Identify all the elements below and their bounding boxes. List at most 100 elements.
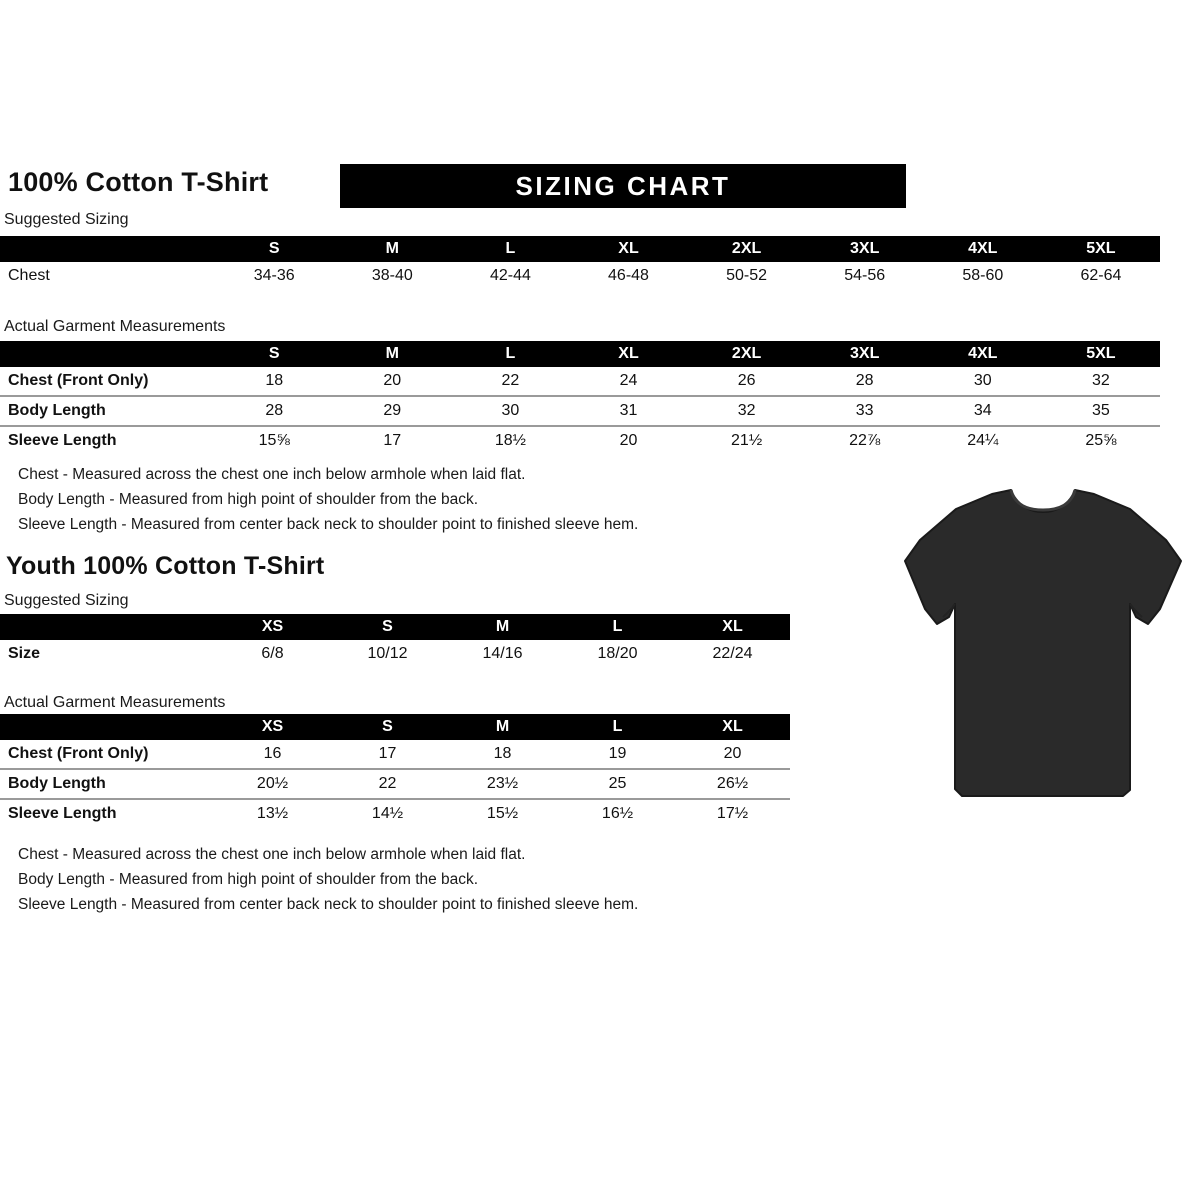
table-row: Body Length 28 29 30 31 32 33 34 35 (0, 395, 1160, 426)
column-header-5xl: 5XL (1086, 240, 1116, 257)
cell-chest-xl: 46-48 (608, 267, 649, 284)
cell-bodylength-s: 28 (215, 395, 334, 426)
adult-suggested-sizing-table: S M L XL 2XL 3XL 4XL 5XL Chest 34-36 38-… (0, 236, 1160, 290)
cell-chestfront-xs: 16 (263, 745, 282, 762)
column-header-corner (0, 714, 215, 740)
column-header-s: S (382, 718, 393, 735)
youth-section-title: Youth 100% Cotton T-Shirt (6, 552, 325, 580)
row-label-chest: Chest (8, 267, 50, 284)
table-header-row: XS S M L XL (0, 714, 790, 740)
row-label-body-length: Body Length (0, 395, 216, 426)
cell-bodylength-l: 25 (560, 768, 675, 799)
youth-suggested-sizing-table: XS S M L XL Size 6/8 10/12 14/16 18/20 2… (0, 614, 790, 668)
column-header-3xl: 3XL (850, 240, 880, 257)
adult-garment-measurements-label: Actual Garment Measurements (4, 318, 226, 335)
table-header-row: XS S M L XL (0, 614, 790, 640)
column-header-l: L (505, 345, 516, 362)
row-label-sleeve-length: Sleeve Length (0, 425, 216, 455)
cell-chestfront-m: 18 (493, 745, 512, 762)
table-row: Chest 34-36 38-40 42-44 46-48 50-52 54-5… (0, 262, 1160, 290)
table-row: Size 6/8 10/12 14/16 18/20 22/24 (0, 640, 790, 668)
cell-chestfront-s: 17 (378, 745, 397, 762)
cell-size-l: 18/20 (597, 645, 638, 662)
cell-bodylength-l: 30 (451, 395, 570, 426)
cell-chestfront-l: 19 (608, 745, 627, 762)
cell-chest-s: 34-36 (253, 267, 295, 284)
cell-bodylength-xl: 26½ (675, 768, 790, 799)
column-header-2xl: 2XL (731, 345, 762, 362)
cell-chestfront-3xl: 28 (855, 372, 874, 389)
column-header-4xl: 4XL (968, 240, 998, 257)
sizing-chart-banner: SIZING CHART (340, 164, 906, 208)
cell-chestfront-5xl: 32 (1092, 372, 1110, 389)
cell-chestfront-s: 18 (265, 372, 284, 389)
column-header-s: S (268, 345, 280, 362)
sizing-chart-banner-label: SIZING CHART (515, 171, 731, 201)
tshirt-icon (904, 489, 1182, 797)
cell-chest-2xl: 50-52 (726, 267, 768, 284)
row-label-size: Size (8, 645, 41, 662)
cell-size-xs: 6/8 (261, 645, 284, 662)
note-body-length: Body Length - Measured from high point o… (18, 871, 479, 888)
column-header-4xl: 4XL (968, 345, 998, 362)
column-header-s: S (382, 618, 393, 635)
cell-sleevelength-3xl: 22⅞ (805, 425, 924, 455)
cell-bodylength-xs: 20½ (215, 768, 330, 799)
column-header-s: S (268, 240, 280, 257)
column-header-2xl: 2XL (731, 240, 762, 257)
cell-bodylength-xl: 31 (569, 395, 688, 426)
cell-chest-m: 38-40 (371, 267, 413, 284)
note-chest: Chest - Measured across the chest one in… (18, 466, 526, 483)
cell-sleevelength-m: 15½ (445, 798, 560, 828)
table-row: Chest (Front Only) 16 17 18 19 20 (0, 740, 790, 769)
cell-chest-3xl: 54-56 (844, 267, 886, 284)
note-chest: Chest - Measured across the chest one in… (18, 846, 526, 863)
row-label-body-length: Body Length (0, 768, 215, 799)
note-sleeve-length: Sleeve Length - Measured from center bac… (18, 516, 639, 533)
cell-chestfront-l: 22 (501, 372, 520, 389)
cell-chestfront-xl: 24 (619, 372, 638, 389)
youth-garment-measurements-label: Actual Garment Measurements (4, 694, 226, 711)
column-header-xl: XL (722, 618, 743, 635)
note-body-length: Body Length - Measured from high point o… (18, 491, 479, 508)
cell-sleevelength-l: 18½ (451, 425, 570, 455)
cell-sleevelength-m: 17 (333, 425, 452, 455)
column-header-corner (0, 614, 215, 640)
adult-section-title: 100% Cotton T-Shirt (8, 167, 269, 197)
cell-sleevelength-xl: 17½ (675, 798, 790, 828)
table-header-row: S M L XL 2XL 3XL 4XL 5XL (0, 341, 1160, 367)
table-row: Sleeve Length 13½ 14½ 15½ 16½ 17½ (0, 798, 790, 828)
cell-bodylength-3xl: 33 (805, 395, 924, 426)
column-header-5xl: 5XL (1086, 345, 1116, 362)
cell-bodylength-2xl: 32 (687, 395, 806, 426)
cell-sleevelength-l: 16½ (560, 798, 675, 828)
cell-sleevelength-4xl: 24¼ (923, 425, 1042, 455)
cell-size-m: 14/16 (482, 645, 523, 662)
table-row: Sleeve Length 15⅝ 17 18½ 20 21½ 22⅞ 24¼ … (0, 425, 1160, 455)
cell-chestfront-m: 20 (383, 372, 402, 389)
youth-suggested-sizing-label: Suggested Sizing (4, 592, 129, 609)
note-sleeve-length: Sleeve Length - Measured from center bac… (18, 896, 639, 913)
cell-bodylength-m: 29 (333, 395, 452, 426)
cell-sleevelength-s: 14½ (330, 798, 445, 828)
cell-bodylength-m: 23½ (445, 768, 560, 799)
adult-measurement-notes: Chest - Measured across the chest one in… (18, 462, 638, 537)
column-header-xl: XL (618, 240, 639, 257)
adult-suggested-sizing-label: Suggested Sizing (4, 211, 129, 228)
cell-size-xl: 22/24 (712, 645, 753, 662)
cell-size-s: 10/12 (367, 645, 408, 662)
youth-garment-measurements-table: XS S M L XL Chest (Front Only) 16 17 18 … (0, 714, 790, 828)
cell-sleevelength-xs: 13½ (215, 798, 330, 828)
column-header-xs: XS (261, 618, 284, 635)
table-row: Chest (Front Only) 18 20 22 24 26 28 30 … (0, 367, 1160, 396)
column-header-l: L (612, 718, 623, 735)
row-label-chest-front-only: Chest (Front Only) (8, 745, 149, 762)
tshirt-illustration (898, 478, 1188, 808)
cell-bodylength-5xl: 35 (1041, 395, 1160, 426)
cell-bodylength-4xl: 34 (923, 395, 1042, 426)
row-label-sleeve-length: Sleeve Length (0, 798, 215, 828)
column-header-corner (0, 236, 215, 262)
cell-sleevelength-5xl: 25⅝ (1041, 425, 1160, 455)
cell-chestfront-xl: 20 (723, 745, 742, 762)
